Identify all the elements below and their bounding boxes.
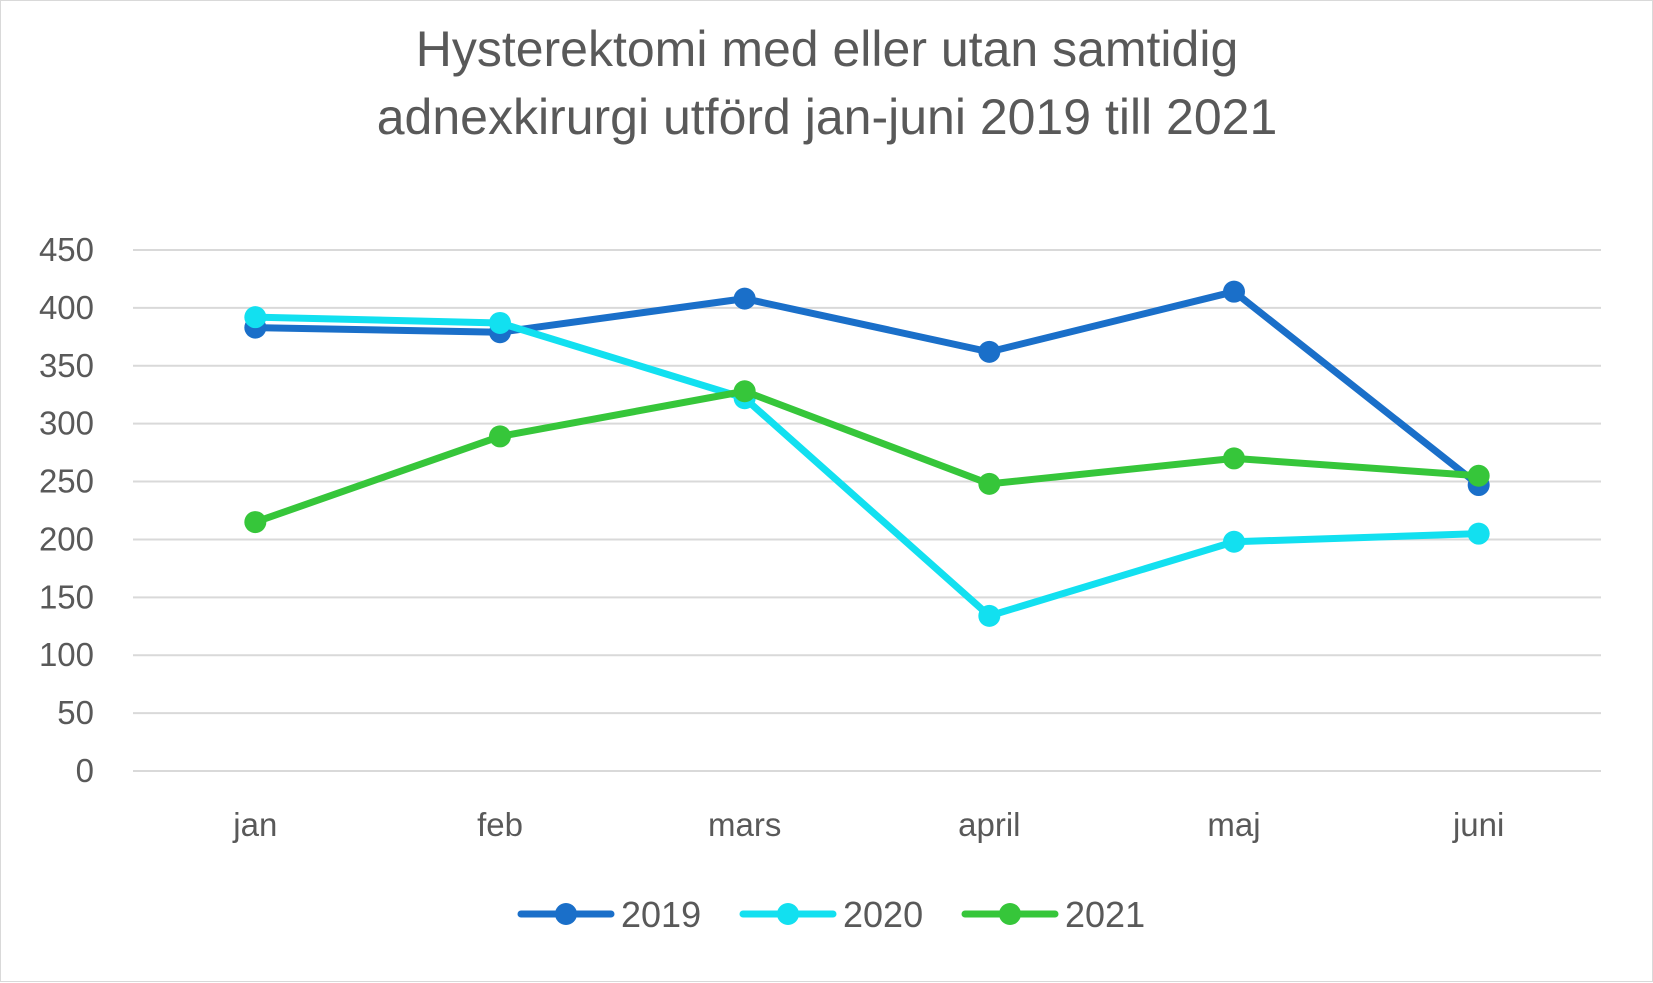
data-point-2019 <box>1223 280 1245 303</box>
legend-swatch-marker <box>555 903 577 925</box>
y-tick-label: 300 <box>39 405 94 442</box>
series-line-2021 <box>251 387 1483 526</box>
chart-title: Hysterektomi med eller utan samtidig adn… <box>376 21 1278 145</box>
data-point-2021 <box>1467 464 1490 487</box>
data-point-2019 <box>978 340 1001 363</box>
data-point-2021 <box>489 425 511 448</box>
data-point-2021 <box>244 511 267 534</box>
legend-label: 2020 <box>843 894 923 935</box>
legend-swatch-marker <box>777 903 799 925</box>
y-tick-label: 450 <box>39 231 94 268</box>
data-point-2021 <box>978 472 1001 495</box>
x-tick-label: feb <box>477 806 523 843</box>
data-point-2021 <box>733 380 756 403</box>
data-point-2019 <box>733 287 756 310</box>
y-tick-label: 400 <box>39 289 94 326</box>
y-tick-label: 200 <box>39 520 94 557</box>
x-tick-label: maj <box>1207 806 1260 843</box>
y-tick-label: 50 <box>57 694 94 731</box>
data-point-2020 <box>1223 530 1245 553</box>
y-tick-label: 100 <box>39 636 94 673</box>
data-point-2020 <box>489 311 511 334</box>
y-tick-label: 250 <box>39 463 94 500</box>
y-tick-label: 0 <box>76 752 94 789</box>
legend-swatch-marker <box>999 903 1021 925</box>
x-tick-label: mars <box>708 806 781 843</box>
x-tick-label: juni <box>1452 806 1504 843</box>
x-tick-label: april <box>958 806 1020 843</box>
data-point-2020 <box>1467 522 1490 545</box>
data-point-2021 <box>1223 447 1245 470</box>
y-tick-label: 350 <box>39 347 94 384</box>
x-tick-label: jan <box>232 806 277 843</box>
legend-label: 2021 <box>1065 894 1145 935</box>
data-point-2020 <box>244 306 267 329</box>
series-line-2019 <box>251 288 1483 489</box>
legend-label: 2019 <box>621 894 701 935</box>
data-point-2020 <box>978 604 1001 627</box>
y-tick-label: 150 <box>39 578 94 615</box>
series-line-2020 <box>251 313 1483 620</box>
